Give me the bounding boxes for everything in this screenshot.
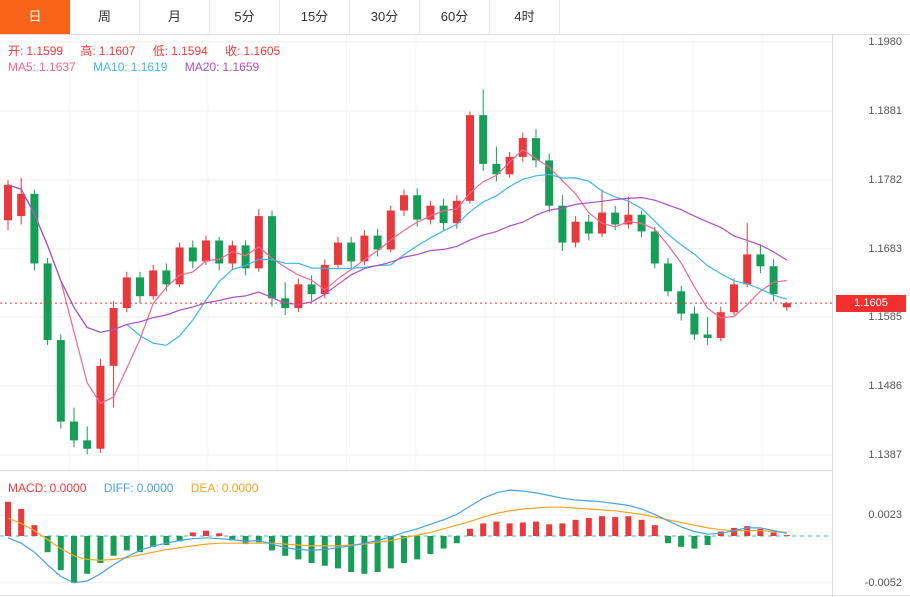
- low-label: 低:: [153, 44, 168, 58]
- ma-readout: MA5:1.1637 MA10:1.1619 MA20:1.1659: [8, 60, 273, 74]
- dea-value-readout: DEA:0.0000: [191, 481, 273, 495]
- tab-5min[interactable]: 5分: [210, 0, 280, 34]
- axis-label: 1.1486: [868, 379, 902, 393]
- diff-value-readout: DIFF:0.0000: [104, 481, 188, 495]
- axis-label: 1.1980: [868, 35, 902, 49]
- ma10-readout: MA10:1.1619: [93, 60, 181, 74]
- last-price-tag: 1.1605: [836, 295, 906, 312]
- timeframe-tabbar: 日 周 月 5分 15分 30分 60分 4时: [0, 0, 910, 35]
- ohlc-readout: 开:1.1599 高: 1.1607 低:1.1594 收: 1.1605: [8, 42, 294, 59]
- close-value: 1.1605: [244, 44, 281, 58]
- ma20-readout: MA20:1.1659: [185, 60, 273, 74]
- axis-label: 1.1683: [868, 242, 902, 256]
- high-label: 高:: [80, 44, 95, 58]
- macd-value-readout: MACD:0.0000: [8, 481, 100, 495]
- open-label: 开:: [8, 44, 23, 58]
- tab-4hour[interactable]: 4时: [490, 0, 560, 34]
- panel-divider: [0, 470, 910, 471]
- macd-chart[interactable]: [0, 478, 832, 597]
- close-label: 收:: [225, 44, 240, 58]
- tab-15min[interactable]: 15分: [280, 0, 350, 34]
- axis-label: 1.1782: [868, 173, 902, 187]
- axis-label: 1.1585: [868, 310, 902, 324]
- price-axis: 1.1980 1.1881 1.1782 1.1683 1.1585 1.148…: [832, 35, 910, 597]
- macd-readout: MACD:0.0000 DIFF:0.0000 DEA:0.0000: [8, 481, 272, 495]
- kline-app: 日 周 月 5分 15分 30分 60分 4时 开:1.1599 高: 1.160…: [0, 0, 910, 597]
- tab-week[interactable]: 周: [70, 0, 140, 34]
- bottom-border: [0, 595, 910, 596]
- high-value: 1.1607: [99, 44, 136, 58]
- tab-30min[interactable]: 30分: [350, 0, 420, 34]
- axis-label: 1.1387: [868, 448, 902, 462]
- tab-60min[interactable]: 60分: [420, 0, 490, 34]
- ma5-readout: MA5:1.1637: [8, 60, 90, 74]
- axis-label: 0.0023: [868, 508, 902, 522]
- low-value: 1.1594: [171, 44, 208, 58]
- open-value: 1.1599: [26, 44, 63, 58]
- axis-label: 1.1881: [868, 104, 902, 118]
- candlestick-chart[interactable]: [0, 35, 832, 471]
- tab-day[interactable]: 日: [0, 0, 70, 34]
- axis-label: -0.0052: [865, 576, 902, 590]
- tab-month[interactable]: 月: [140, 0, 210, 34]
